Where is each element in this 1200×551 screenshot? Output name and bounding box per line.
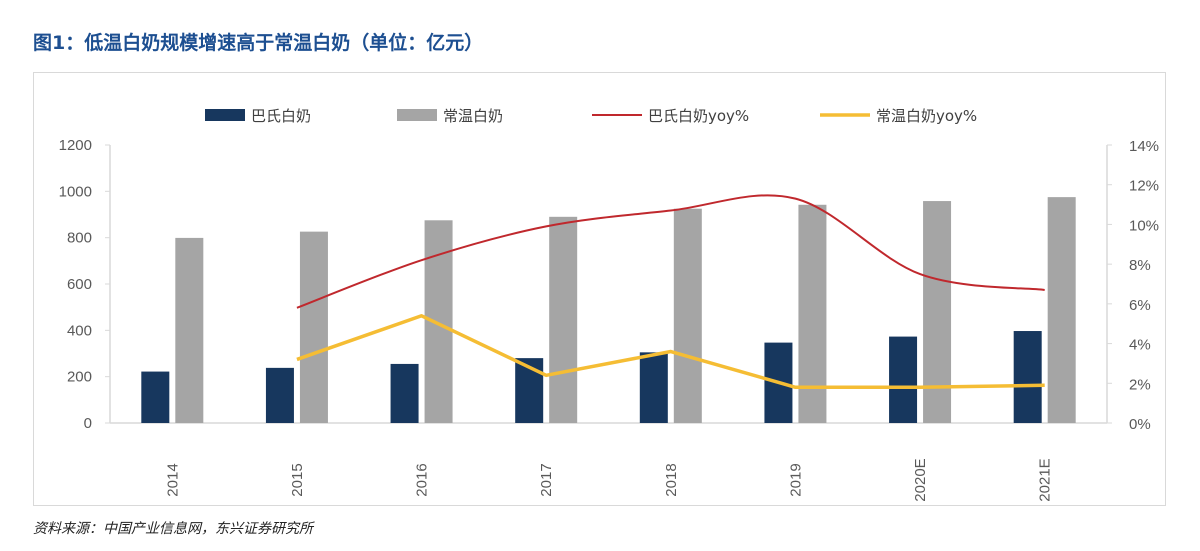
right-tick-label: 4% — [1129, 337, 1151, 354]
figure-title: 图1：低温白奶规模增速高于常温白奶（单位：亿元） — [33, 32, 484, 54]
bar-ambient — [1047, 197, 1076, 423]
chart-frame — [33, 72, 1166, 506]
x-tick-label: 2017 — [538, 463, 555, 496]
bar-ambient — [923, 201, 952, 423]
x-tick-label: 2021E — [1037, 458, 1054, 501]
bar-pasteurized — [639, 352, 668, 423]
right-tick-label: 12% — [1129, 178, 1159, 195]
right-tick-label: 2% — [1129, 376, 1151, 393]
source-note: 资料来源：中国产业信息网，东兴证券研究所 — [33, 521, 313, 537]
legend-swatch — [205, 109, 245, 121]
bar-pasteurized — [390, 363, 419, 423]
left-tick-label: 600 — [67, 276, 92, 293]
right-tick-label: 8% — [1129, 257, 1151, 274]
bar-ambient — [299, 231, 328, 423]
x-tick-label: 2018 — [663, 463, 680, 496]
bar-ambient — [549, 216, 578, 423]
bar-pasteurized — [141, 371, 170, 423]
right-tick-label: 14% — [1129, 138, 1159, 155]
right-tick-label: 10% — [1129, 217, 1159, 234]
bar-ambient — [798, 204, 827, 423]
legend-swatch — [397, 109, 437, 121]
x-tick-label: 2015 — [289, 463, 306, 496]
bar-ambient — [175, 237, 204, 423]
left-tick-label: 800 — [67, 230, 92, 247]
x-tick-label: 2019 — [787, 463, 804, 496]
left-tick-label: 1000 — [59, 183, 92, 200]
legend-label: 巴氏白奶yoy% — [648, 107, 749, 125]
x-tick-label: 2020E — [912, 458, 929, 501]
left-tick-label: 1200 — [59, 137, 92, 154]
left-tick-label: 0 — [84, 415, 92, 432]
bar-ambient — [673, 208, 702, 423]
right-tick-label: 6% — [1129, 297, 1151, 314]
x-tick-label: 2014 — [164, 463, 181, 496]
bar-pasteurized — [889, 336, 918, 423]
legend-label: 常温白奶yoy% — [876, 107, 977, 125]
x-tick-label: 2016 — [414, 463, 431, 496]
bar-pasteurized — [1013, 331, 1042, 423]
left-tick-label: 200 — [67, 369, 92, 386]
bar-pasteurized — [265, 367, 294, 423]
legend-label: 巴氏白奶 — [251, 107, 311, 125]
legend-label: 常温白奶 — [443, 107, 503, 125]
line-pasteurized-yoy — [296, 194, 1045, 309]
left-tick-label: 400 — [67, 322, 92, 339]
right-tick-label: 0% — [1129, 416, 1151, 433]
